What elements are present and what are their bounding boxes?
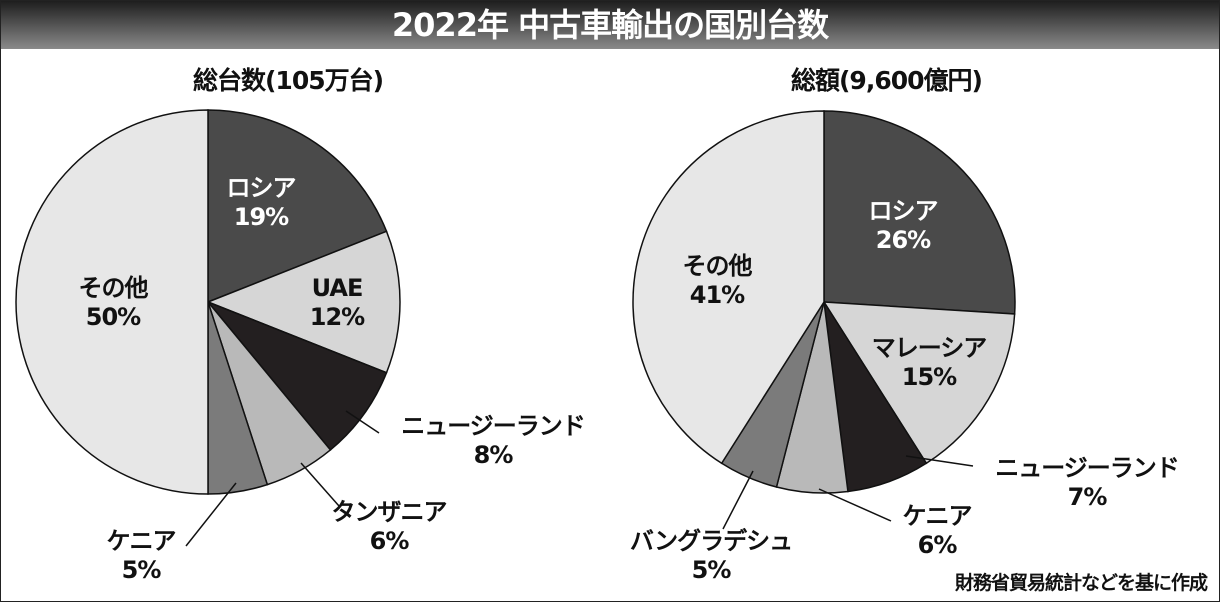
slice-label: その他 50% — [78, 274, 149, 331]
slice-label: タンザニア 6% — [331, 498, 448, 555]
slice-label: その他 41% — [682, 252, 753, 309]
right-pie-title: 総額(9,600億円) — [791, 66, 983, 95]
pie-slice — [207, 109, 388, 304]
pie-slice — [632, 110, 825, 465]
pie-slice — [822, 301, 1016, 465]
slice-label: ロシア 19% — [226, 174, 297, 231]
pie-slice — [207, 301, 388, 451]
chart-title: 2022年 中古車輸出の国別台数 — [1, 1, 1219, 49]
slice-label: マレーシア 15% — [871, 334, 988, 391]
leader-line — [300, 462, 340, 507]
slice-label: ケニア 5% — [106, 527, 177, 584]
pie-slice — [205, 230, 401, 374]
leader-lines — [185, 410, 974, 547]
slice-label: バングラデシュ 5% — [629, 527, 793, 584]
slice-label: UAE 12% — [309, 274, 365, 331]
leader-line — [818, 488, 892, 522]
slice-label: ニュージーランド 7% — [995, 454, 1180, 511]
pie-slice — [823, 110, 1016, 315]
leader-line — [185, 482, 237, 547]
slice-label: ロシア 26% — [868, 197, 939, 254]
slice-label: ケニア 6% — [902, 502, 973, 559]
leader-line — [345, 410, 380, 434]
left-pie-title: 総台数(105万台) — [193, 66, 384, 95]
right-pie — [632, 110, 1016, 494]
leader-line — [905, 455, 974, 467]
pie-slice — [15, 109, 209, 495]
leader-line — [722, 470, 754, 530]
source-note: 財務省貿易統計などを基に作成 — [954, 572, 1208, 594]
slice-label: ニュージーランド 8% — [401, 412, 586, 469]
left-pie — [15, 109, 401, 495]
